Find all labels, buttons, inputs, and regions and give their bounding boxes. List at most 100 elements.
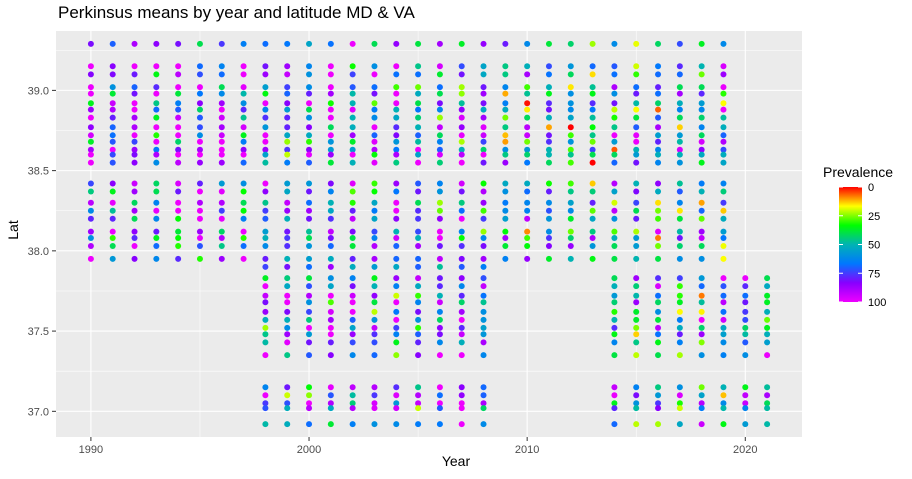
data-point [240,255,247,262]
data-point [262,308,269,315]
data-point [436,207,443,214]
data-point [742,275,749,282]
data-point [633,316,640,323]
data-point [480,106,487,113]
data-point [611,84,618,91]
data-point [480,405,487,412]
data-point [306,255,313,262]
data-point [415,235,422,242]
data-point [371,151,378,158]
data-point [131,215,138,222]
data-point [262,299,269,306]
data-point [393,228,400,235]
data-point [371,84,378,91]
data-point [415,263,422,270]
data-point [611,400,618,407]
data-point [306,263,313,270]
data-point [262,90,269,97]
data-point [87,243,94,250]
data-point [655,159,662,166]
data-point [306,324,313,331]
data-point [306,292,313,299]
data-point [327,159,334,166]
data-point [567,243,574,250]
data-point [240,235,247,242]
data-point [480,90,487,97]
data-point [327,40,334,47]
data-point [415,180,422,187]
data-point [458,308,465,315]
data-point [655,40,662,47]
data-point [306,275,313,282]
data-point [458,243,465,250]
data-point [611,159,618,166]
data-point [502,138,509,145]
data-point [415,331,422,338]
data-point [240,84,247,91]
data-point [196,235,203,242]
data-point [306,228,313,235]
data-point [393,316,400,323]
data-point [284,392,291,399]
data-point [545,235,552,242]
data-point [327,138,334,145]
data-point [175,132,182,139]
data-point [327,384,334,391]
data-point [262,331,269,338]
data-point [87,207,94,214]
data-point [196,106,203,113]
data-point [218,106,225,113]
data-point [676,299,683,306]
data-point [284,180,291,187]
data-point [393,255,400,262]
data-point [109,235,116,242]
y-axis-label: Lat [5,220,21,240]
data-point [633,159,640,166]
data-point [764,392,771,399]
data-point [676,339,683,346]
data-point [458,188,465,195]
data-point [109,63,116,70]
data-point [262,106,269,113]
data-point [262,392,269,399]
data-point [545,138,552,145]
data-point [589,100,596,107]
data-point [306,146,313,153]
data-point [415,40,422,47]
data-point [196,40,203,47]
data-point [655,235,662,242]
data-point [131,124,138,131]
data-point [567,146,574,153]
data-point [240,71,247,78]
data-point [611,299,618,306]
data-point [436,275,443,282]
data-point [480,421,487,428]
data-point [545,71,552,78]
data-point [371,384,378,391]
data-point [698,228,705,235]
data-point [764,299,771,306]
data-point [676,159,683,166]
data-point [87,138,94,145]
data-point [327,100,334,107]
data-point [306,235,313,242]
data-point [655,114,662,121]
data-point [676,255,683,262]
data-point [545,228,552,235]
data-point [109,243,116,250]
data-point [633,228,640,235]
data-point [589,199,596,206]
data-point [655,283,662,290]
data-point [240,207,247,214]
data-point [284,90,291,97]
data-point [458,63,465,70]
data-point [436,405,443,412]
data-point [458,352,465,359]
data-point [611,180,618,187]
data-point [393,63,400,70]
data-point [633,243,640,250]
data-point [87,132,94,139]
data-point [633,308,640,315]
data-point [589,84,596,91]
data-point [153,132,160,139]
